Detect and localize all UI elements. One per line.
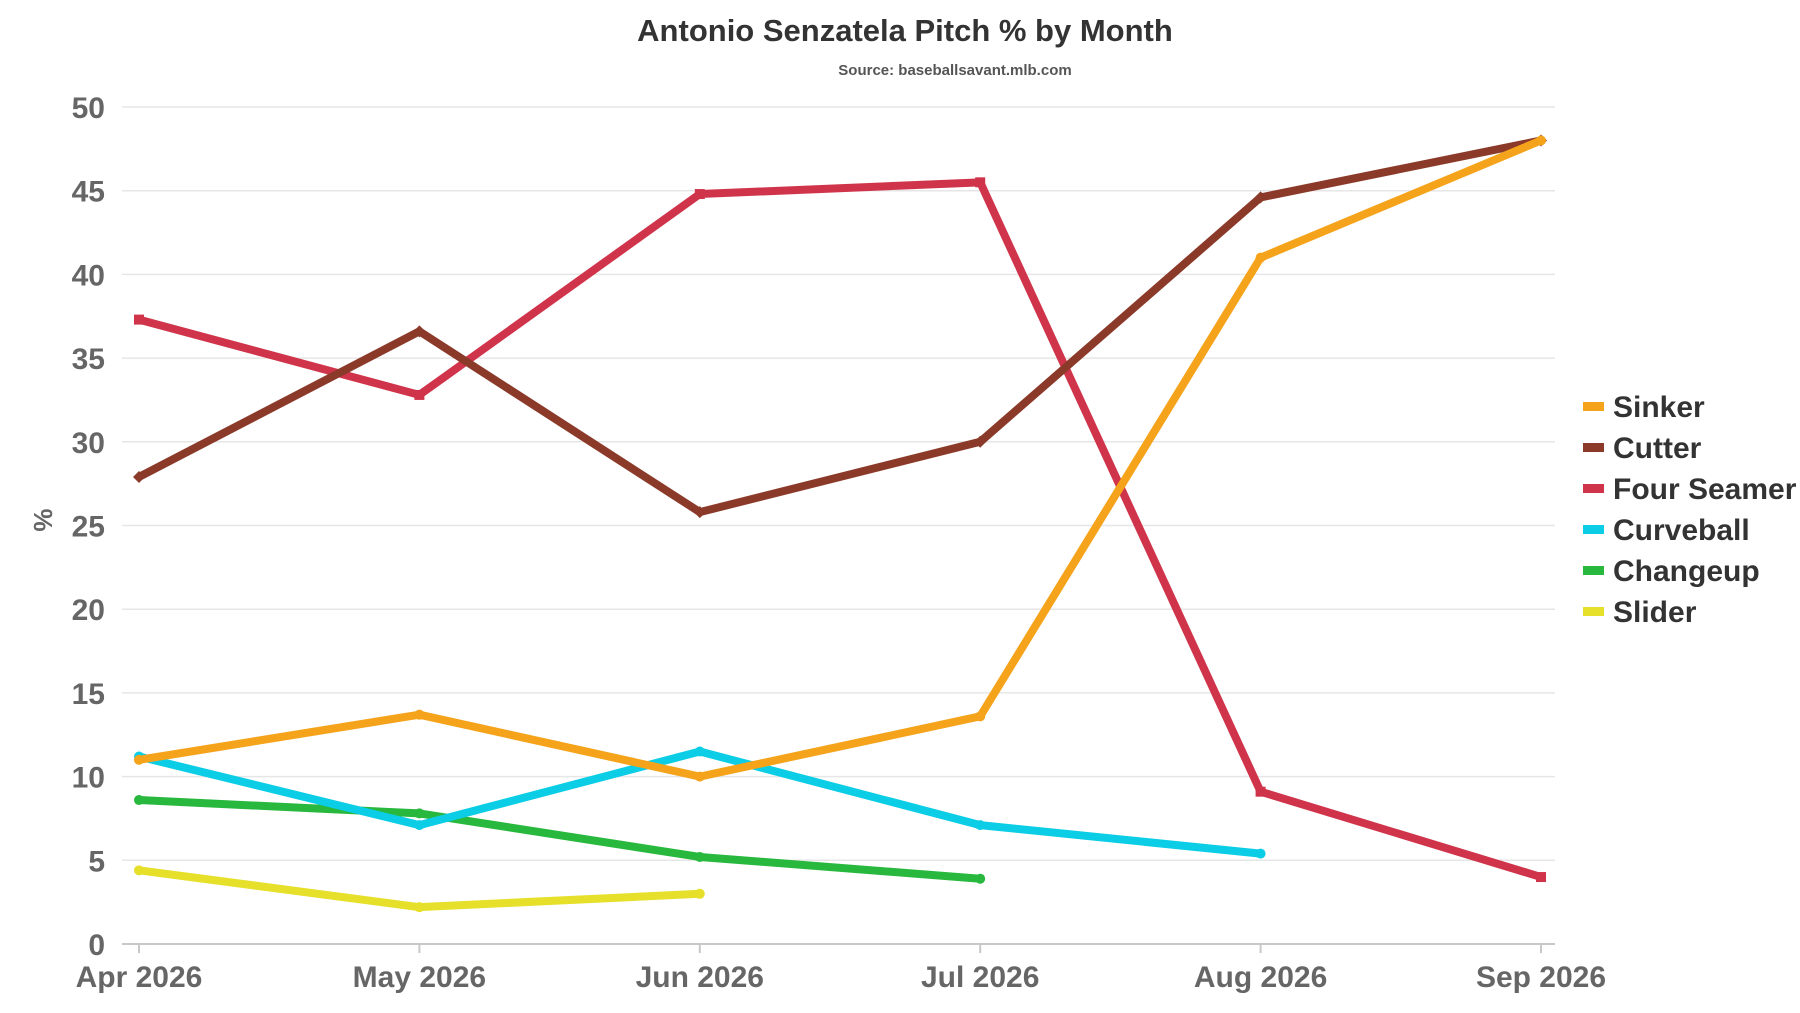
data-point[interactable] — [975, 873, 986, 884]
data-point[interactable] — [413, 325, 426, 338]
x-tick-label: Jul 2026 — [921, 961, 1039, 994]
legend-swatch — [1583, 402, 1604, 411]
legend-swatch — [1583, 525, 1604, 534]
data-point[interactable] — [1254, 191, 1267, 204]
series-line — [138, 796, 981, 883]
chart-title: Antonio Senzatela Pitch % by Month — [637, 13, 1173, 48]
series-changeup — [134, 795, 986, 884]
data-point[interactable] — [694, 189, 705, 200]
y-tick-label: 10 — [72, 762, 105, 795]
y-tick-label: 5 — [88, 845, 105, 878]
x-tick-label: Sep 2026 — [1476, 961, 1606, 994]
legend-swatch — [1583, 607, 1604, 616]
data-point[interactable] — [694, 771, 705, 782]
data-point[interactable] — [975, 820, 986, 831]
data-point[interactable] — [134, 865, 144, 876]
data-point[interactable] — [133, 470, 145, 483]
y-tick-label: 0 — [88, 929, 105, 962]
data-point[interactable] — [414, 709, 425, 720]
legend-label: Curveball — [1613, 514, 1750, 547]
series-line — [138, 136, 1543, 781]
legend-item[interactable]: Slider — [1583, 596, 1697, 629]
series — [133, 134, 1547, 913]
data-point[interactable] — [414, 820, 425, 831]
chart-subtitle: Source: baseballsavant.mlb.com — [838, 62, 1071, 79]
y-axis: 0 5 10 15 20 25 30 35 40 45 50 — [72, 92, 105, 962]
series-slider — [134, 865, 705, 913]
series-sinker — [134, 135, 1546, 782]
y-tick-label: 25 — [72, 511, 105, 544]
x-tick-label: Jun 2026 — [636, 961, 764, 994]
x-tick-label: Aug 2026 — [1194, 961, 1327, 994]
gridlines — [122, 106, 1555, 945]
data-point[interactable] — [1255, 786, 1266, 797]
y-tick-label: 50 — [72, 92, 105, 125]
data-point[interactable] — [693, 506, 706, 519]
y-tick-label: 35 — [72, 343, 105, 376]
y-tick-label: 15 — [72, 678, 105, 711]
data-point[interactable] — [975, 711, 986, 722]
data-point[interactable] — [1536, 135, 1546, 146]
legend: Sinker Cutter Four Seamer Curveball Changeup… — [1583, 391, 1797, 629]
data-point[interactable] — [694, 746, 705, 757]
legend-label: Sinker — [1613, 391, 1705, 424]
y-tick-label: 20 — [72, 594, 105, 627]
legend-label: Changeup — [1613, 555, 1760, 588]
legend-swatch — [1583, 484, 1604, 493]
x-tick-label: May 2026 — [353, 961, 486, 994]
data-point[interactable] — [134, 314, 144, 325]
data-point[interactable] — [134, 754, 144, 765]
data-point[interactable] — [414, 902, 425, 913]
y-tick-label: 45 — [72, 176, 105, 209]
data-point[interactable] — [414, 808, 425, 819]
data-point[interactable] — [414, 389, 425, 400]
series-line — [137, 178, 1543, 881]
data-point[interactable] — [975, 177, 986, 188]
y-tick-label: 40 — [72, 259, 105, 292]
series-line — [138, 866, 700, 912]
series-curveball — [134, 746, 1266, 859]
legend-item[interactable]: Cutter — [1583, 432, 1702, 465]
data-point[interactable] — [694, 888, 705, 899]
y-axis-title: % — [28, 508, 58, 531]
data-point[interactable] — [1536, 872, 1546, 883]
data-point[interactable] — [134, 795, 144, 806]
series-cutter — [133, 134, 1547, 519]
legend-label: Slider — [1613, 596, 1697, 629]
legend-item[interactable]: Sinker — [1583, 391, 1705, 424]
legend-item[interactable]: Changeup — [1583, 555, 1760, 588]
legend-item[interactable]: Four Seamer — [1583, 473, 1797, 506]
x-axis: Apr 2026 May 2026 Jun 2026 Jul 2026 Aug 2026… — [76, 944, 1606, 994]
series-line — [138, 747, 1262, 858]
legend-item[interactable]: Curveball — [1583, 514, 1750, 547]
y-tick-label: 30 — [72, 427, 105, 460]
legend-label: Four Seamer — [1613, 473, 1797, 506]
legend-label: Cutter — [1613, 432, 1702, 465]
data-point[interactable] — [694, 851, 705, 862]
x-tick-label: Apr 2026 — [76, 961, 203, 994]
data-point[interactable] — [1255, 848, 1266, 859]
legend-swatch — [1583, 443, 1604, 452]
data-point[interactable] — [974, 435, 987, 448]
legend-swatch — [1583, 566, 1604, 575]
data-point[interactable] — [1255, 252, 1266, 263]
series-line — [137, 136, 1542, 517]
series-four-seamer — [134, 177, 1546, 883]
